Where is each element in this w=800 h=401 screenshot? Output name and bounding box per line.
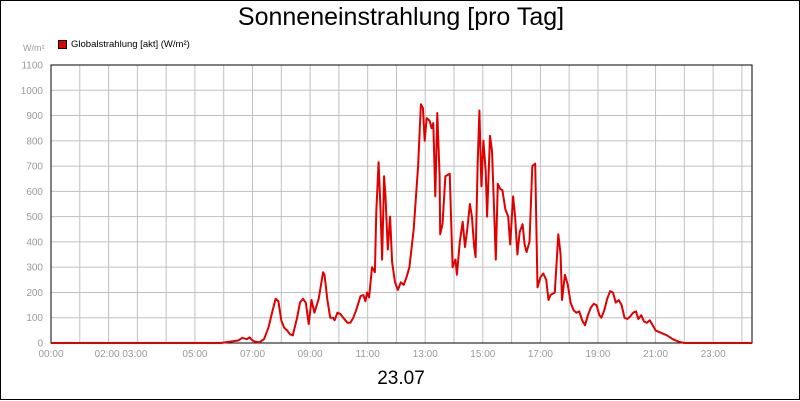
x-tick-label: 05:00	[182, 349, 207, 360]
legend-label: Globalstrahlung [akt] (W/m²)	[71, 39, 190, 50]
y-tick-label: 400	[26, 237, 43, 248]
legend: Globalstrahlung [akt] (W/m²)	[58, 39, 190, 50]
x-tick-label: 21:00	[643, 349, 668, 360]
x-tick-label: 23:00	[701, 349, 726, 360]
plot-area-border	[50, 64, 753, 344]
x-tick-label: 17:00	[528, 349, 553, 360]
x-tick-label: 15:00	[470, 349, 495, 360]
y-tick-label: 1100	[21, 61, 43, 72]
y-tick-label: 200	[26, 288, 43, 299]
chart-title: Sonneneinstrahlung [pro Tag]	[237, 3, 565, 31]
x-tick-label: 07:00	[240, 349, 265, 360]
y-tick-label: 900	[26, 111, 43, 122]
y-tick-label: 500	[26, 212, 43, 223]
x-tick-label: 00:00	[38, 349, 63, 360]
legend-swatch	[58, 40, 67, 49]
series-line-0	[51, 103, 752, 344]
date-label: 23.07	[377, 368, 425, 389]
y-unit-label: W/m²	[23, 43, 45, 53]
x-tick-label: 09:00	[298, 349, 323, 360]
y-tick-label: 600	[26, 187, 43, 198]
x-tick-label: 13:00	[413, 349, 438, 360]
y-tick-label: 100	[26, 313, 43, 324]
x-tick-label: 11:00	[356, 349, 381, 360]
y-tick-label: 300	[26, 263, 43, 274]
y-tick-label: 700	[26, 162, 43, 173]
y-tick-label: 0	[37, 339, 43, 350]
y-tick-label: 1000	[21, 86, 44, 97]
x-tick-label: 19:00	[585, 349, 610, 360]
y-tick-label: 800	[26, 136, 43, 147]
x-tick-label: 02:00 03:00	[95, 349, 148, 360]
